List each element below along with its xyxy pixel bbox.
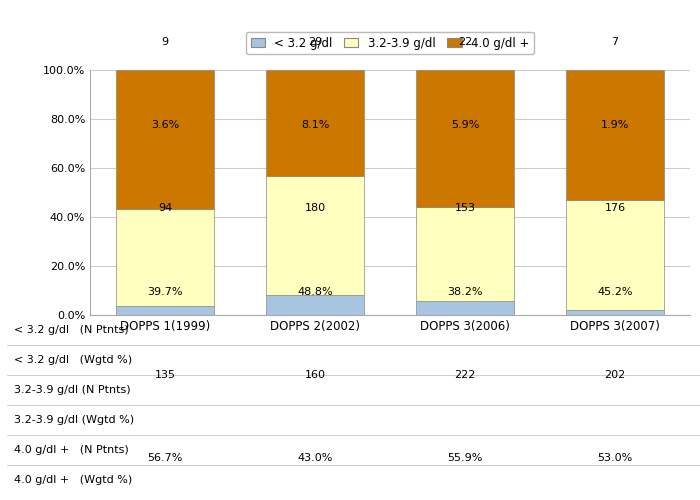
Text: 8.1%: 8.1% — [301, 120, 329, 130]
Text: 202: 202 — [604, 370, 626, 380]
Bar — [566, 310, 664, 315]
Text: 7: 7 — [611, 36, 619, 46]
Legend: < 3.2 g/dl, 3.2-3.9 g/dl, 4.0 g/dl +: < 3.2 g/dl, 3.2-3.9 g/dl, 4.0 g/dl + — [246, 32, 534, 54]
Text: 53.0%: 53.0% — [597, 454, 633, 464]
Bar — [416, 300, 514, 315]
Bar — [266, 176, 364, 295]
Text: 3.2-3.9 g/dl (N Ptnts): 3.2-3.9 g/dl (N Ptnts) — [14, 385, 131, 395]
Bar — [266, 70, 364, 176]
Text: 176: 176 — [604, 204, 626, 214]
Text: < 3.2 g/dl   (N Ptnts): < 3.2 g/dl (N Ptnts) — [14, 325, 129, 335]
Text: 29: 29 — [308, 36, 322, 46]
Text: 3.6%: 3.6% — [151, 120, 179, 130]
Bar — [566, 200, 664, 310]
Text: 38.2%: 38.2% — [447, 286, 483, 296]
Text: 94: 94 — [158, 204, 172, 214]
Bar — [116, 70, 214, 209]
Text: 45.2%: 45.2% — [597, 286, 633, 296]
Text: 55.9%: 55.9% — [447, 454, 483, 464]
Text: < 3.2 g/dl   (Wgtd %): < 3.2 g/dl (Wgtd %) — [14, 355, 132, 365]
Text: 153: 153 — [454, 204, 475, 214]
Text: 4.0 g/dl +   (Wgtd %): 4.0 g/dl + (Wgtd %) — [14, 475, 132, 485]
Text: 39.7%: 39.7% — [147, 286, 183, 296]
Text: 22: 22 — [458, 36, 472, 46]
Text: 48.8%: 48.8% — [298, 286, 332, 296]
Text: 4.0 g/dl +   (N Ptnts): 4.0 g/dl + (N Ptnts) — [14, 445, 129, 455]
Bar — [416, 207, 514, 300]
Bar — [416, 70, 514, 207]
Text: 43.0%: 43.0% — [298, 454, 332, 464]
Bar — [266, 295, 364, 315]
Text: 1.9%: 1.9% — [601, 120, 629, 130]
Text: 135: 135 — [155, 370, 176, 380]
Text: 160: 160 — [304, 370, 326, 380]
Text: 56.7%: 56.7% — [147, 454, 183, 464]
Bar — [116, 306, 214, 315]
Text: 3.2-3.9 g/dl (Wgtd %): 3.2-3.9 g/dl (Wgtd %) — [14, 415, 134, 425]
Text: 5.9%: 5.9% — [451, 120, 480, 130]
Bar — [116, 209, 214, 306]
Text: 180: 180 — [304, 204, 326, 214]
Text: 222: 222 — [454, 370, 476, 380]
Text: 9: 9 — [162, 36, 169, 46]
Bar — [566, 70, 664, 200]
